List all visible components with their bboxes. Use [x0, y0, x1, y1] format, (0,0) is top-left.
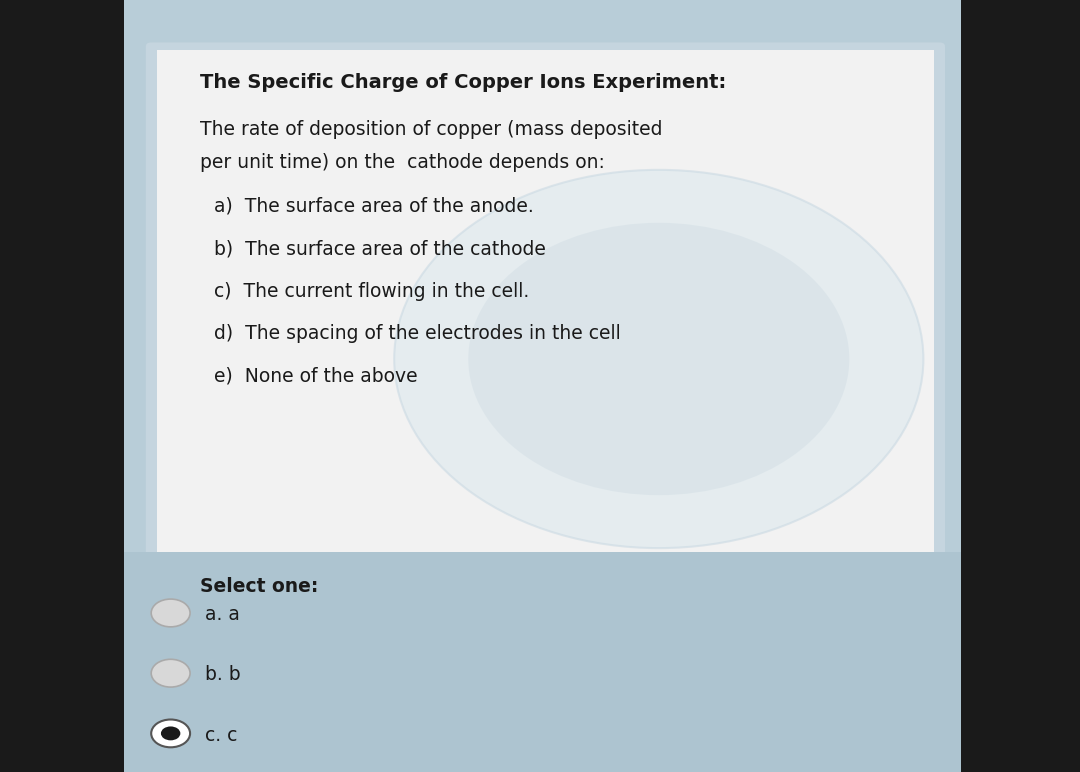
Circle shape: [151, 720, 190, 747]
Text: The Specific Charge of Copper Ions Experiment:: The Specific Charge of Copper Ions Exper…: [200, 73, 726, 93]
Text: d)  The spacing of the electrodes in the cell: d) The spacing of the electrodes in the …: [214, 324, 621, 344]
Text: a)  The surface area of the anode.: a) The surface area of the anode.: [214, 197, 534, 216]
Circle shape: [151, 659, 190, 687]
Text: b)  The surface area of the cathode: b) The surface area of the cathode: [214, 239, 545, 259]
Text: c)  The current flowing in the cell.: c) The current flowing in the cell.: [214, 282, 529, 301]
FancyBboxPatch shape: [157, 50, 934, 552]
FancyBboxPatch shape: [961, 0, 1080, 772]
Circle shape: [161, 726, 180, 740]
Text: per unit time) on the  cathode depends on:: per unit time) on the cathode depends on…: [200, 153, 605, 172]
Text: e)  None of the above: e) None of the above: [214, 367, 418, 386]
Text: The rate of deposition of copper (mass deposited: The rate of deposition of copper (mass d…: [200, 120, 662, 139]
FancyBboxPatch shape: [124, 552, 961, 772]
Text: Select one:: Select one:: [200, 577, 319, 597]
Text: a. a: a. a: [205, 605, 240, 625]
FancyBboxPatch shape: [0, 0, 124, 772]
Text: c. c: c. c: [205, 726, 238, 745]
Text: b. b: b. b: [205, 665, 241, 685]
Circle shape: [469, 223, 849, 495]
FancyBboxPatch shape: [146, 42, 945, 560]
Circle shape: [394, 170, 923, 548]
Circle shape: [151, 599, 190, 627]
